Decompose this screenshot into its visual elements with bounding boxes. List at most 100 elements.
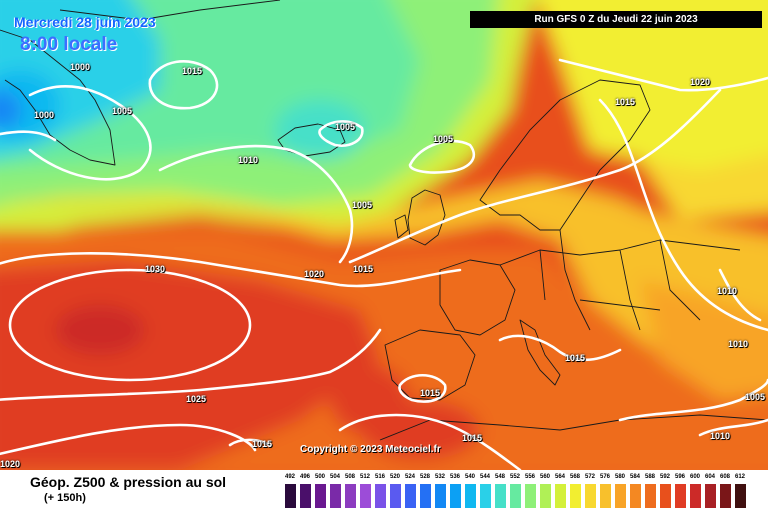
map-title: Géop. Z500 & pression au sol (30, 474, 227, 490)
europe-borders (499, 229, 741, 331)
legend-label: 584 (630, 474, 641, 480)
british-isles (394, 189, 446, 246)
isobar-label: 1020 (0, 459, 21, 469)
legend-swatch (630, 484, 641, 508)
legend-swatch (285, 484, 296, 508)
legend-label: 564 (555, 474, 566, 480)
legend-label: 552 (510, 474, 521, 480)
iceland-coast (277, 123, 346, 157)
forecast-lead-time: (+ 150h) (44, 492, 86, 504)
isobar-label: 1005 (352, 200, 373, 210)
local-time: 8:00 locale (20, 34, 118, 55)
legend-swatch (720, 484, 731, 508)
isobar-label: 1010 (710, 431, 731, 441)
legend-swatch (315, 484, 326, 508)
legend-label: 536 (450, 474, 461, 480)
legend-label: 516 (375, 474, 386, 480)
copyright: Copyright © 2023 Meteociel.fr (300, 444, 441, 455)
legend-label: 548 (495, 474, 506, 480)
legend-swatch (330, 484, 341, 508)
legend-label: 532 (435, 474, 446, 480)
legend-label: 492 (285, 474, 296, 480)
iberia (384, 329, 476, 401)
legend-swatch (540, 484, 551, 508)
isobar-label: 1015 (420, 388, 441, 398)
isobar-label: 1005 (745, 392, 766, 402)
legend-swatch (675, 484, 686, 508)
legend-swatch (615, 484, 626, 508)
isobar-label: 1015 (353, 264, 374, 274)
legend-swatch (660, 484, 671, 508)
legend-label: 580 (615, 474, 626, 480)
isobar-label: 1010 (717, 286, 738, 296)
isobar-label: 1010 (238, 155, 259, 165)
legend-label: 528 (420, 474, 431, 480)
legend-label: 600 (690, 474, 701, 480)
legend-swatch (390, 484, 401, 508)
legend-label: 588 (645, 474, 656, 480)
isobar-label: 1020 (690, 77, 711, 87)
legend-label: 504 (330, 474, 341, 480)
legend-swatch (705, 484, 716, 508)
isobar-label: 1015 (252, 439, 273, 449)
legend-label: 540 (465, 474, 476, 480)
isobar-label: 1020 (304, 269, 325, 279)
legend-swatch (480, 484, 491, 508)
legend-swatch (525, 484, 536, 508)
legend-label: 556 (525, 474, 536, 480)
legend-label: 612 (735, 474, 746, 480)
legend-label: 572 (585, 474, 596, 480)
isobar-label: 1015 (182, 66, 203, 76)
italy (519, 319, 561, 386)
legend-label: 560 (540, 474, 551, 480)
legend-label: 496 (300, 474, 311, 480)
isobar-label: 1010 (728, 339, 749, 349)
run-info-banner: Run GFS 0 Z du Jeudi 22 juin 2023 (470, 11, 762, 28)
color-legend: 492 496 500 504 508 512 516 520 524 528 532 536 540 5… (285, 474, 751, 508)
legend-swatch (600, 484, 611, 508)
forecast-date: Mercredi 28 juin 2023 (14, 14, 156, 30)
legend-label: 508 (345, 474, 356, 480)
legend-swatch (465, 484, 476, 508)
legend-swatch (420, 484, 431, 508)
legend-label: 544 (480, 474, 491, 480)
isobar-label: 1005 (112, 106, 133, 116)
landmasses (0, 0, 768, 441)
legend-label: 500 (315, 474, 326, 480)
legend-label: 520 (390, 474, 401, 480)
isobar-label: 1000 (34, 110, 55, 120)
legend-swatch (345, 484, 356, 508)
isobars (0, 58, 768, 470)
legend-label: 524 (405, 474, 416, 480)
legend-swatch (570, 484, 581, 508)
map-footer: Géop. Z500 & pression au sol (+ 150h) 49… (0, 470, 768, 512)
isobar-label: 1005 (433, 134, 454, 144)
legend-label: 568 (570, 474, 581, 480)
legend-swatch (585, 484, 596, 508)
isobar-label: 1015 (462, 433, 483, 443)
isobar-label: 1015 (565, 353, 586, 363)
legend-label: 592 (660, 474, 671, 480)
legend-label: 596 (675, 474, 686, 480)
geopotential-color-fill (0, 0, 768, 470)
legend-swatch (735, 484, 746, 508)
legend-label: 608 (720, 474, 731, 480)
isobar-label: 1015 (615, 97, 636, 107)
legend-label: 576 (600, 474, 611, 480)
legend-swatch (405, 484, 416, 508)
isobar-label: 1030 (145, 264, 166, 274)
legend-swatch (435, 484, 446, 508)
legend-swatch (645, 484, 656, 508)
legend-swatch (450, 484, 461, 508)
legend-label: 512 (360, 474, 371, 480)
isobar-label: 1005 (335, 122, 356, 132)
isobar-label: 1000 (70, 62, 91, 72)
legend-swatch (375, 484, 386, 508)
legend-swatch (690, 484, 701, 508)
france (439, 259, 516, 336)
legend-swatch (300, 484, 311, 508)
legend-label: 604 (705, 474, 716, 480)
z500-pressure-map (0, 0, 768, 470)
legend-swatch (495, 484, 506, 508)
